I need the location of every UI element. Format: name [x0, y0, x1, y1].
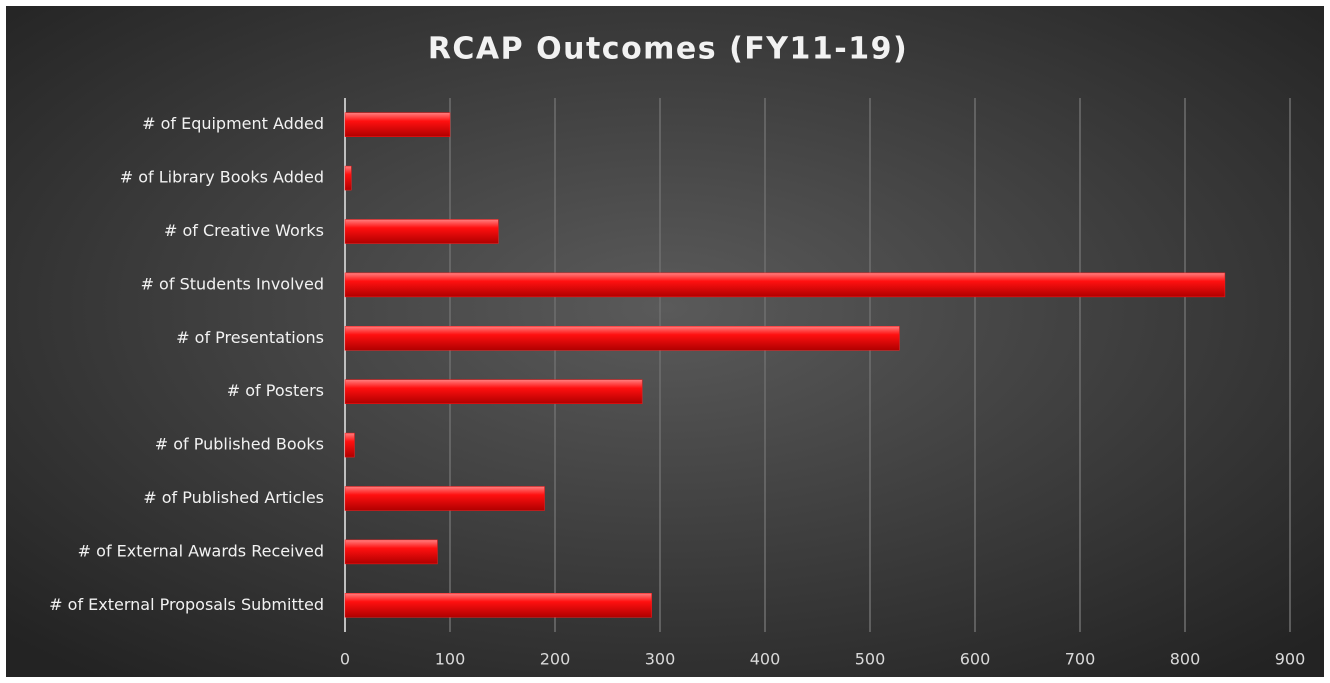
- bar: [344, 112, 451, 137]
- x-tick-label: 200: [540, 650, 571, 669]
- y-tick-label: # of Equipment Added: [142, 114, 324, 133]
- y-tick-label: # of Posters: [227, 381, 324, 400]
- x-tick-label: 500: [855, 650, 886, 669]
- x-tick-label: 400: [750, 650, 781, 669]
- bar: [344, 432, 355, 458]
- x-tick-label: 800: [1170, 650, 1201, 669]
- y-tick-label: # of Published Articles: [143, 488, 324, 507]
- bar: [344, 272, 1226, 298]
- x-tick-label: 700: [1065, 650, 1096, 669]
- x-tick-label: 600: [960, 650, 991, 669]
- bar: [344, 593, 652, 618]
- bar: [344, 539, 438, 565]
- y-tick-label: # of Published Books: [155, 435, 324, 454]
- chart-title: RCAP Outcomes (FY11-19): [428, 32, 908, 67]
- y-tick-label: # of Library Books Added: [120, 168, 324, 187]
- y-tick-label: # of Presentations: [176, 328, 324, 347]
- bar: [344, 326, 900, 351]
- bar: [344, 219, 499, 244]
- y-tick-label: # of Creative Works: [164, 221, 324, 240]
- bar: [344, 379, 643, 404]
- y-tick-label: # of External Awards Received: [78, 541, 324, 560]
- x-tick-label: 300: [645, 650, 676, 669]
- bar: [344, 165, 352, 191]
- x-tick-label: 100: [435, 650, 466, 669]
- y-tick-label: # of Students Involved: [141, 274, 324, 293]
- bar: [344, 486, 545, 511]
- y-tick-label: # of External Proposals Submitted: [49, 595, 324, 614]
- x-tick-label: 0: [340, 650, 350, 669]
- x-tick-label: 900: [1275, 650, 1306, 669]
